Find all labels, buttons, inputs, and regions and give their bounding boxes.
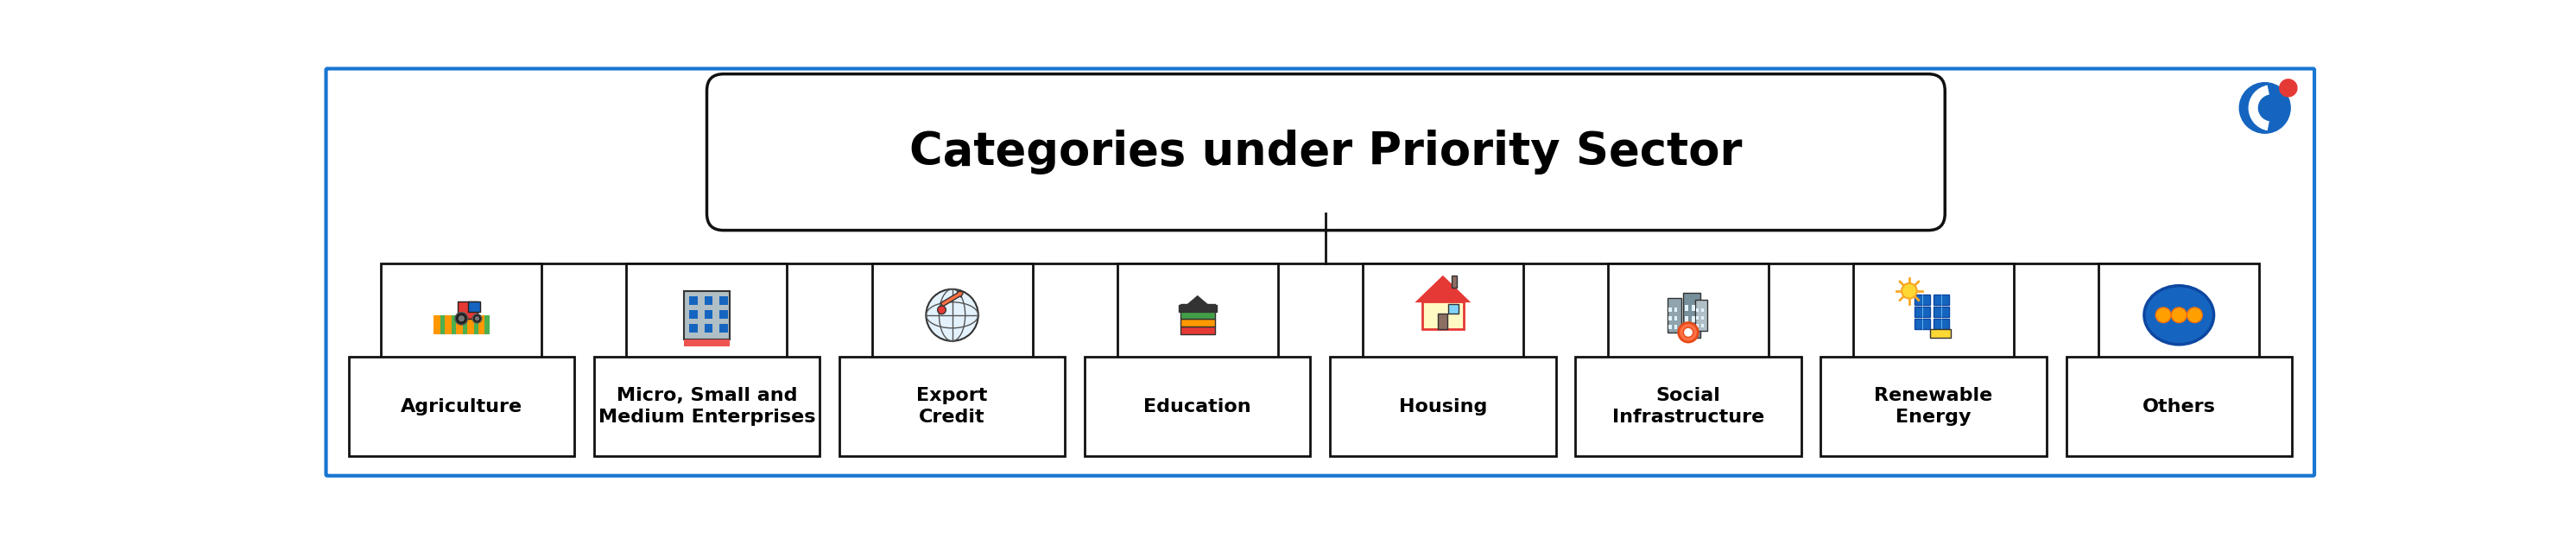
Bar xyxy=(469,301,482,312)
Bar xyxy=(1852,264,2014,367)
Text: Agriculture: Agriculture xyxy=(399,398,523,415)
Circle shape xyxy=(1901,284,1917,299)
Bar xyxy=(1695,300,1708,330)
Text: Export
Credit: Export Credit xyxy=(917,387,987,426)
Bar xyxy=(479,315,484,334)
Bar xyxy=(719,296,726,305)
Circle shape xyxy=(456,312,469,325)
Bar xyxy=(1692,328,1695,333)
Circle shape xyxy=(2187,307,2202,323)
Bar xyxy=(381,264,541,367)
Bar xyxy=(1084,357,1311,457)
Bar xyxy=(1448,303,1458,313)
Bar xyxy=(1821,357,2045,457)
Polygon shape xyxy=(1417,277,1468,301)
Bar xyxy=(1685,305,1687,310)
Circle shape xyxy=(459,315,464,322)
Bar xyxy=(1914,319,1929,329)
Bar xyxy=(1669,325,1672,329)
FancyBboxPatch shape xyxy=(706,74,1945,230)
Bar xyxy=(703,296,714,305)
Bar xyxy=(1363,264,1522,367)
Bar xyxy=(685,340,729,346)
Bar xyxy=(2066,357,2293,457)
Bar xyxy=(1914,294,1929,305)
Text: Social
Infrastructure: Social Infrastructure xyxy=(1613,387,1765,426)
Bar xyxy=(1914,307,1929,317)
Bar xyxy=(690,324,698,333)
Bar xyxy=(1692,316,1695,322)
Bar xyxy=(690,296,698,305)
Circle shape xyxy=(925,289,979,341)
Bar xyxy=(1577,357,1801,457)
Bar xyxy=(1180,312,1216,319)
Bar xyxy=(348,357,574,457)
Bar xyxy=(1329,357,1556,457)
Circle shape xyxy=(2280,79,2298,96)
Bar xyxy=(595,357,819,457)
Circle shape xyxy=(2239,82,2290,133)
Bar xyxy=(840,357,1064,457)
Bar xyxy=(1118,264,1278,367)
Circle shape xyxy=(2172,307,2187,323)
Bar xyxy=(703,324,714,333)
Ellipse shape xyxy=(2143,286,2213,344)
Bar xyxy=(1437,313,1448,329)
Bar xyxy=(1935,294,1950,305)
Bar xyxy=(433,315,440,334)
Circle shape xyxy=(474,316,479,321)
Bar xyxy=(1935,319,1950,329)
Bar xyxy=(1180,303,1216,312)
Bar xyxy=(1685,328,1687,333)
Bar xyxy=(1607,264,1770,367)
Polygon shape xyxy=(1185,296,1211,310)
Bar xyxy=(1180,327,1216,334)
Circle shape xyxy=(1680,323,1698,342)
Circle shape xyxy=(1682,328,1692,337)
Bar xyxy=(1929,329,1950,337)
Text: Micro, Small and
Medium Enterprises: Micro, Small and Medium Enterprises xyxy=(598,387,817,426)
Circle shape xyxy=(471,314,482,323)
Bar xyxy=(685,291,729,340)
Bar xyxy=(690,310,698,319)
Bar xyxy=(459,301,477,319)
Bar xyxy=(871,264,1033,367)
Bar xyxy=(1450,275,1455,287)
Bar xyxy=(1669,316,1672,320)
Bar xyxy=(1935,307,1950,317)
Bar xyxy=(433,315,489,334)
Bar xyxy=(446,315,451,334)
Bar xyxy=(1682,293,1700,337)
Bar xyxy=(1674,325,1677,329)
Bar xyxy=(626,264,788,367)
Text: Renewable
Energy: Renewable Energy xyxy=(1875,387,1994,426)
Bar xyxy=(703,310,714,319)
Bar xyxy=(1685,316,1687,322)
Text: Others: Others xyxy=(2143,398,2215,415)
Circle shape xyxy=(938,306,945,314)
Text: Categories under Priority Sector: Categories under Priority Sector xyxy=(909,130,1741,175)
FancyBboxPatch shape xyxy=(327,68,2313,476)
Text: Education: Education xyxy=(1144,398,1252,415)
Bar xyxy=(1422,301,1463,329)
Bar xyxy=(1669,307,1672,312)
Bar xyxy=(1180,319,1216,327)
Text: Housing: Housing xyxy=(1399,398,1486,415)
Bar xyxy=(719,310,726,319)
Bar xyxy=(1667,298,1682,333)
Bar xyxy=(466,315,474,334)
Bar xyxy=(1692,305,1695,310)
Bar xyxy=(719,324,726,333)
Bar xyxy=(2099,264,2259,367)
Circle shape xyxy=(2156,307,2172,323)
FancyArrow shape xyxy=(940,292,963,307)
Bar xyxy=(456,315,464,334)
Bar xyxy=(1674,307,1677,312)
FancyBboxPatch shape xyxy=(1177,305,1216,312)
Bar xyxy=(1674,316,1677,320)
